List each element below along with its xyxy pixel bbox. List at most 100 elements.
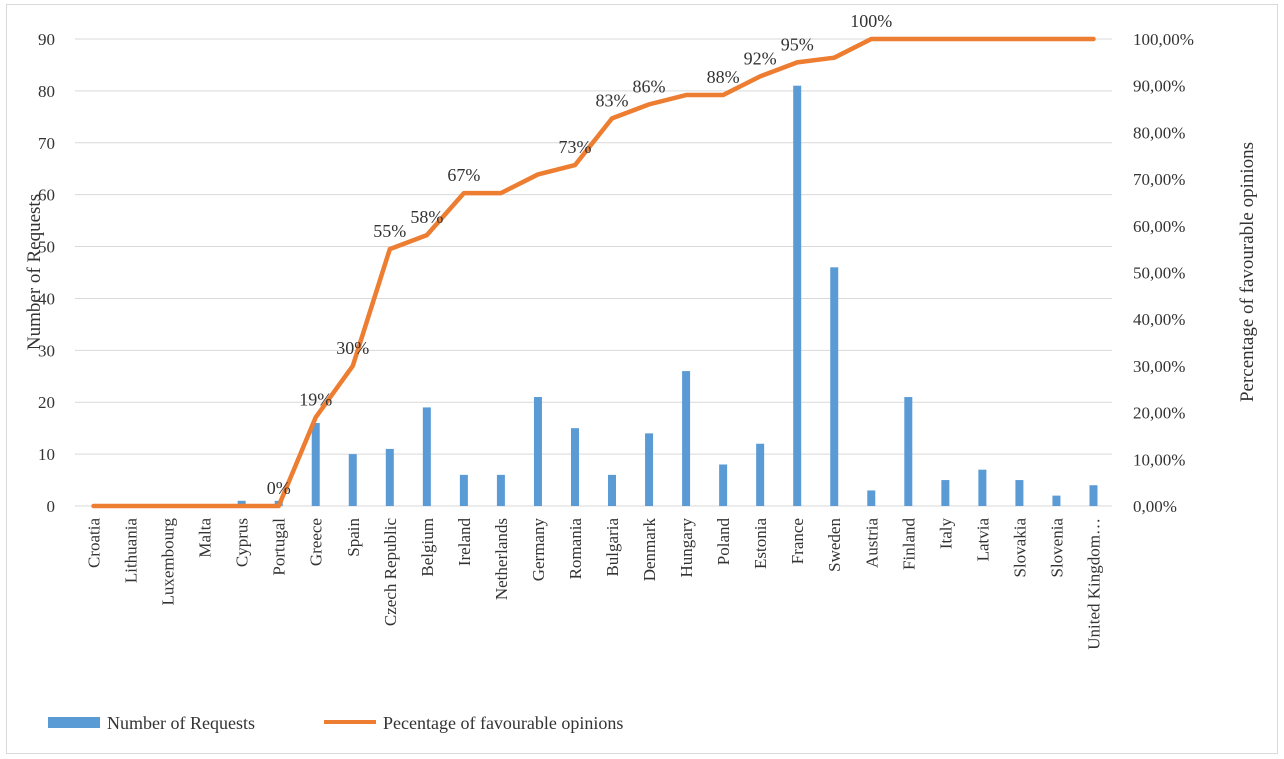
bar [941, 480, 950, 506]
category-label: Poland [714, 518, 733, 566]
left-tick-label: 90 [38, 30, 55, 49]
chart-frame [6, 4, 1278, 754]
bar [756, 443, 765, 506]
bar [237, 500, 246, 506]
bar [348, 454, 357, 506]
line-data-label: 86% [633, 76, 666, 96]
bar [904, 397, 913, 506]
category-label: Latvia [973, 518, 992, 562]
bar [682, 371, 691, 506]
right-axis-title: Percentage of favourable opinions [1237, 142, 1258, 402]
bar [422, 407, 431, 506]
bar-series-requests [237, 85, 1098, 506]
legend: Number of Requests Pecentage of favourab… [48, 713, 623, 733]
bar [978, 469, 987, 506]
bar [496, 474, 505, 506]
right-tick-label: 80,00% [1133, 123, 1185, 142]
bar [570, 428, 579, 506]
right-tick-label: 70,00% [1133, 170, 1185, 189]
category-label: Estonia [751, 518, 770, 569]
category-label: Spain [344, 518, 363, 557]
category-label: Czech Republic [381, 518, 400, 627]
category-label: Sweden [825, 518, 844, 572]
left-tick-label: 60 [38, 186, 55, 205]
right-tick-label: 90,00% [1133, 77, 1185, 96]
right-tick-label: 20,00% [1133, 404, 1185, 423]
category-label: Finland [899, 518, 918, 570]
right-tick-label: 0,00% [1133, 497, 1177, 516]
category-label: Luxembourg [159, 518, 178, 606]
category-label: Denmark [640, 518, 659, 582]
right-tick-label: 30,00% [1133, 357, 1185, 376]
category-label: Romania [566, 518, 585, 580]
left-axis-ticks: 0 10 20 30 40 50 60 70 80 90 [38, 30, 55, 516]
legend-label-percentage: Pecentage of favourable opinions [383, 713, 623, 733]
right-tick-label: 10,00% [1133, 450, 1185, 469]
bar [1052, 495, 1061, 506]
bar [867, 490, 876, 506]
left-tick-label: 30 [38, 341, 55, 360]
line-data-label: 83% [596, 90, 629, 110]
line-path [91, 36, 1096, 509]
legend-swatch-requests [48, 717, 100, 728]
line-data-labels: 0% 19% 30% 55%58% 67% 73% 83%86% 88%92%95% 100% [267, 11, 893, 498]
left-tick-label: 50 [38, 238, 55, 257]
category-label: Belgium [418, 518, 437, 577]
bar [719, 464, 728, 506]
gridlines [75, 38, 1112, 507]
bar [1015, 480, 1024, 506]
legend-label-requests: Number of Requests [107, 713, 255, 733]
bar [793, 85, 802, 506]
category-label: Malta [196, 518, 215, 558]
line-data-label: 92% [744, 48, 777, 68]
bar [1089, 485, 1098, 506]
category-label: Lithuania [122, 518, 141, 584]
category-label: Hungary [677, 518, 696, 578]
left-axis-title: Number of Requests [24, 194, 45, 350]
bar [459, 474, 468, 506]
right-tick-label: 60,00% [1133, 217, 1185, 236]
bar [645, 433, 654, 506]
line-data-label: 58% [410, 207, 443, 227]
category-label: Slovakia [1010, 518, 1029, 578]
left-tick-label: 80 [38, 82, 55, 101]
bar [311, 422, 320, 506]
category-label: Ireland [455, 518, 474, 567]
left-tick-label: 20 [38, 393, 55, 412]
left-tick-label: 70 [38, 134, 55, 153]
category-label: Greece [307, 518, 326, 566]
line-data-label: 67% [447, 165, 480, 185]
line-data-label: 30% [336, 338, 369, 358]
bar [385, 448, 394, 506]
line-series-percentage [91, 36, 1096, 509]
left-tick-label: 40 [38, 289, 55, 308]
category-label: Netherlands [492, 518, 511, 600]
line-data-label: 95% [781, 34, 814, 54]
line-data-label: 100% [850, 11, 892, 31]
line-data-label: 73% [558, 137, 591, 157]
category-label: Portugal [270, 518, 289, 576]
category-label: Cyprus [233, 518, 252, 567]
bar [608, 474, 617, 506]
bar [830, 267, 839, 506]
line-data-label: 55% [373, 221, 406, 241]
right-tick-label: 40,00% [1133, 310, 1185, 329]
category-label: Croatia [85, 518, 104, 568]
category-label: Bulgaria [603, 518, 622, 577]
right-tick-label: 50,00% [1133, 264, 1185, 283]
category-label: Slovenia [1047, 518, 1066, 578]
bar [533, 397, 542, 506]
line-data-label: 88% [707, 67, 740, 87]
category-label: Italy [936, 518, 955, 550]
left-tick-label: 0 [47, 497, 56, 516]
line-data-label: 0% [267, 478, 291, 498]
category-axis-labels: Croatia Lithuania Luxembourg Malta Cyprus Por… [85, 518, 1104, 650]
right-axis-ticks: 0,00% 10,00% 20,00% 30,00% 40,00% 50,00% 60,00… [1133, 30, 1194, 516]
category-label: United Kingdom… [1084, 518, 1103, 650]
line-data-label: 19% [299, 389, 332, 409]
category-label: France [788, 518, 807, 564]
right-tick-label: 100,00% [1133, 30, 1194, 49]
left-tick-label: 10 [38, 445, 55, 464]
category-label: Austria [862, 518, 881, 569]
category-label: Germany [529, 518, 548, 582]
